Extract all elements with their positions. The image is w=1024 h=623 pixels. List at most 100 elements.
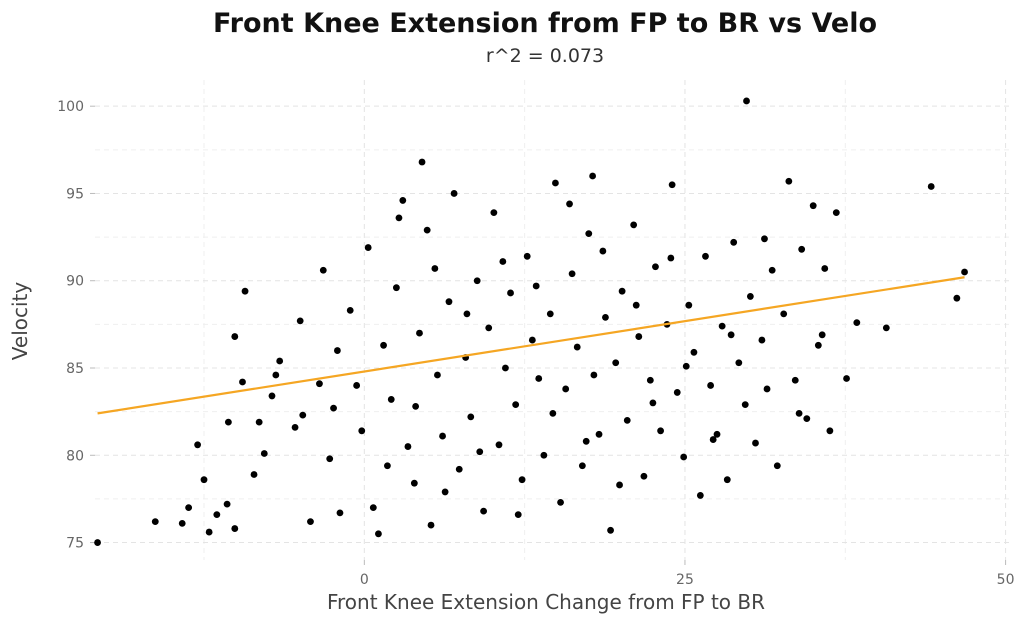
data-point [439, 432, 446, 440]
data-point [630, 221, 638, 229]
data-point [416, 329, 423, 337]
data-point [540, 451, 548, 459]
data-point [250, 471, 258, 478]
data-point [404, 443, 412, 450]
data-point [512, 401, 520, 409]
data-point [375, 530, 382, 538]
data-point [727, 331, 735, 339]
data-point [640, 472, 648, 480]
data-point [927, 183, 935, 190]
data-point [410, 479, 418, 487]
data-point [761, 235, 768, 243]
data-point [646, 376, 654, 384]
data-point [546, 310, 554, 318]
data-point [316, 380, 323, 388]
data-point [752, 439, 759, 447]
data-point [798, 245, 806, 253]
data-point [423, 226, 431, 234]
data-point [853, 319, 861, 327]
data-point [557, 499, 564, 506]
data-point [307, 518, 314, 525]
data-point [612, 359, 620, 367]
y-axis-label: Velocity [8, 282, 32, 361]
data-point [241, 287, 249, 295]
data-point [673, 389, 681, 396]
data-point [431, 265, 439, 272]
data-point [392, 284, 400, 292]
data-point [260, 450, 268, 457]
data-point [791, 376, 799, 384]
data-point [746, 293, 754, 300]
data-point [291, 423, 299, 431]
data-point [514, 511, 522, 519]
data-point [707, 382, 715, 389]
data-point [953, 294, 961, 302]
data-point [213, 511, 221, 519]
data-point [589, 172, 597, 180]
x-tick-label: 50 [997, 572, 1015, 588]
data-point [713, 430, 721, 438]
data-point [326, 455, 334, 463]
data-point [795, 409, 803, 417]
data-point [616, 481, 623, 489]
data-point [780, 310, 788, 318]
data-point [821, 265, 829, 272]
data-point [205, 528, 213, 536]
data-point [194, 441, 202, 449]
data-point [618, 287, 626, 295]
data-point [758, 336, 766, 344]
data-point [809, 202, 817, 210]
data-point [330, 404, 337, 412]
data-point [602, 313, 609, 321]
x-tick-label: 25 [676, 572, 694, 588]
data-point [299, 411, 307, 419]
data-point [441, 488, 449, 496]
data-point [518, 476, 526, 484]
data-point [502, 364, 509, 372]
data-point [702, 252, 709, 260]
axis-ticks: 0 25 50 75 80 85 90 95 100 [57, 99, 1014, 588]
data-point [632, 301, 640, 309]
data-point [255, 418, 263, 426]
data-point [685, 301, 693, 309]
data-point [434, 371, 441, 379]
data-point [353, 382, 361, 389]
data-point [773, 462, 781, 470]
data-point [445, 298, 453, 306]
data-point [499, 258, 507, 265]
y-tick-label: 90 [66, 274, 84, 290]
data-point [623, 416, 631, 424]
data-point [607, 526, 614, 534]
data-point [552, 179, 559, 187]
data-point [582, 437, 590, 445]
data-point [231, 525, 239, 532]
data-point [333, 347, 341, 354]
data-point [573, 343, 581, 351]
data-point [568, 270, 576, 278]
trend-line [97, 276, 965, 415]
data-point [399, 197, 407, 204]
grid [95, 80, 1012, 560]
data-point [785, 177, 793, 185]
data-point [843, 375, 850, 382]
data-point [418, 158, 426, 166]
data-point [364, 244, 372, 251]
data-point [680, 453, 688, 461]
data-point [549, 409, 557, 417]
data-point [463, 310, 471, 318]
y-tick-label: 80 [66, 448, 84, 464]
data-point [268, 392, 276, 400]
data-point [507, 289, 514, 297]
data-point [768, 266, 776, 274]
data-point [668, 181, 676, 189]
data-point [528, 336, 536, 344]
x-tick-label: 0 [360, 572, 369, 588]
y-tick-label: 95 [66, 186, 84, 202]
data-point [723, 476, 731, 484]
data-point [814, 341, 822, 349]
data-point [495, 441, 503, 449]
data-points [94, 97, 968, 546]
data-point [476, 448, 484, 456]
data-point [595, 430, 603, 438]
data-point [94, 539, 101, 546]
